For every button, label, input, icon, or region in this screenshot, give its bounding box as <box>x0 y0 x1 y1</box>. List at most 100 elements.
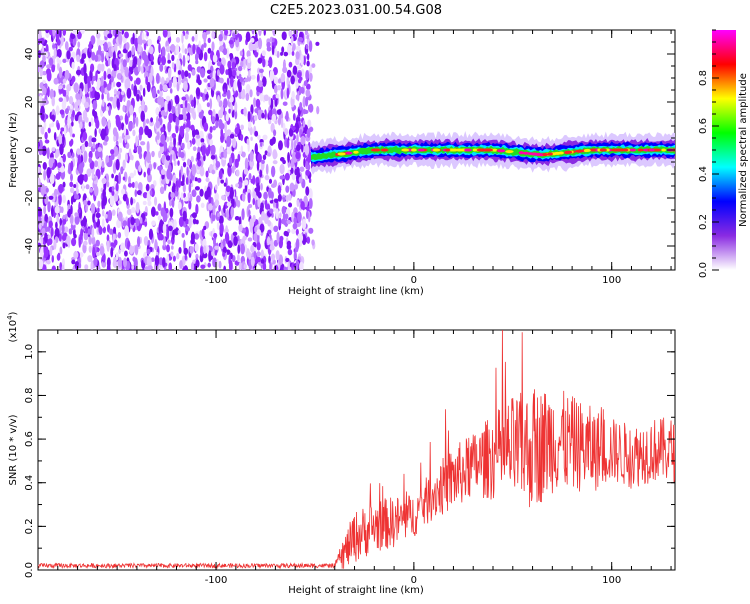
noise-cell <box>248 42 254 52</box>
noise-cell <box>107 57 111 67</box>
noise-cell <box>103 41 108 52</box>
noise-cell <box>147 265 153 270</box>
noise-cell <box>257 80 263 88</box>
noise-cell <box>62 58 67 64</box>
noise-cell <box>180 165 183 175</box>
noise-cell <box>287 261 290 269</box>
noise-cell <box>170 251 174 257</box>
noise-cell <box>95 70 98 82</box>
noise-cell <box>53 47 57 59</box>
noise-cell <box>290 35 294 44</box>
noise-cell <box>260 258 265 264</box>
noise-cell <box>84 116 89 123</box>
noise-cell <box>113 64 117 72</box>
noise-cell <box>153 162 157 170</box>
noise-cell <box>273 198 279 204</box>
noise-cell <box>297 108 301 117</box>
signal-peak <box>532 152 537 156</box>
noise-cell <box>273 48 278 56</box>
signal-peak <box>661 148 666 152</box>
noise-cell <box>187 192 191 199</box>
noise-cell <box>146 140 150 153</box>
noise-cell <box>98 157 102 170</box>
noise-cell <box>175 108 179 117</box>
noise-cell <box>51 64 56 73</box>
noise-cell <box>190 261 195 270</box>
noise-cell <box>307 211 311 223</box>
noise-cell <box>257 57 263 64</box>
noise-cell <box>90 117 94 127</box>
noise-cell <box>276 231 280 244</box>
colorbar-ticks: 0.0 0.2 0.4 0.6 0.8 <box>698 29 719 278</box>
noise-cell <box>137 35 142 47</box>
noise-cell <box>126 208 132 216</box>
noise-cell <box>194 243 199 252</box>
noise-cell <box>77 175 83 184</box>
noise-cell <box>140 95 143 102</box>
noise-cell <box>56 38 61 46</box>
noise-cell <box>138 126 144 136</box>
noise-cell <box>119 115 124 121</box>
noise-cell <box>38 30 42 39</box>
noise-cell <box>129 245 134 255</box>
noise-cell <box>49 246 53 257</box>
noise-cell <box>146 248 151 255</box>
noise-cell <box>101 260 107 268</box>
noise-cell <box>156 131 160 141</box>
noise-cell <box>242 235 247 241</box>
noise-cell <box>162 236 166 247</box>
noise-cell <box>296 90 300 102</box>
noise-cell <box>230 198 235 208</box>
noise-cell <box>52 44 57 49</box>
noise-cell <box>59 109 65 115</box>
noise-cell <box>113 239 118 246</box>
noise-cell <box>122 59 127 68</box>
noise-cell <box>44 83 48 88</box>
noise-cell <box>182 54 186 67</box>
noise-cell <box>273 264 279 270</box>
noise-cell <box>273 129 277 137</box>
noise-cell <box>208 109 213 116</box>
noise-cell <box>276 84 282 91</box>
noise-cell <box>205 93 209 99</box>
noise-cell <box>234 109 238 120</box>
signal-peak <box>584 148 591 152</box>
noise-cell <box>279 175 285 180</box>
noise-cell <box>195 87 201 97</box>
noise-cell <box>70 187 75 194</box>
noise-cell <box>260 202 264 211</box>
noise-cell <box>125 152 128 163</box>
noise-cell <box>222 238 226 247</box>
noise-cell <box>193 96 196 109</box>
noise-cell <box>220 105 224 113</box>
noise-cell <box>184 33 189 40</box>
noise-cell <box>203 225 207 231</box>
noise-cell <box>122 159 126 170</box>
noise-cell <box>182 123 186 129</box>
noise-cell <box>40 126 45 135</box>
noise-cell <box>120 122 125 131</box>
noise-cell <box>157 165 163 171</box>
noise-cell <box>59 218 63 226</box>
noise-cell <box>180 192 184 201</box>
signal-peak <box>599 148 607 152</box>
noise-cell <box>93 111 98 119</box>
noise-cell <box>110 242 115 247</box>
noise-cell <box>113 134 117 142</box>
noise-cell <box>139 84 143 91</box>
noise-cell <box>136 236 141 248</box>
snr-x-label: Height of straight line (km) <box>288 585 424 596</box>
noise-cell <box>173 219 177 229</box>
x-tick-label: 100 <box>602 275 621 286</box>
noise-cell <box>206 186 211 198</box>
noise-cell <box>271 45 275 56</box>
noise-cell <box>131 181 135 189</box>
noise-cell <box>141 50 147 61</box>
noise-cell <box>234 158 239 168</box>
noise-cell <box>299 166 305 172</box>
noise-cell <box>178 216 184 228</box>
noise-cell <box>147 128 153 139</box>
noise-cell <box>186 166 189 177</box>
noise-cell <box>308 198 313 209</box>
noise-cell <box>105 106 109 112</box>
